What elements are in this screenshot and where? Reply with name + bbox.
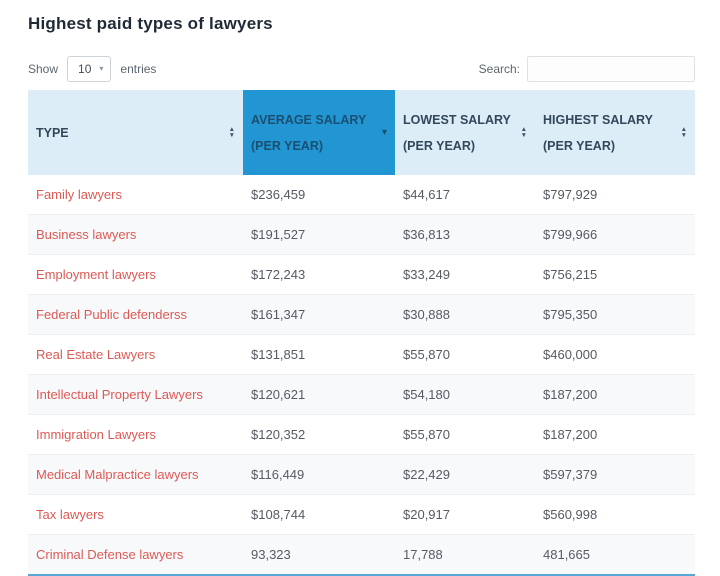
chevron-down-icon: ▾ bbox=[99, 64, 104, 73]
salary-cell: $799,966 bbox=[543, 227, 598, 242]
sort-both-icon: ▲ ▼ bbox=[680, 126, 687, 139]
salary-cell: $460,000 bbox=[543, 347, 598, 362]
search-input[interactable] bbox=[527, 56, 695, 82]
salary-cell: $187,200 bbox=[543, 427, 598, 442]
salary-cell: $120,621 bbox=[251, 387, 306, 402]
column-header-lowest-salary[interactable]: LOWEST SALARY (PER YEAR) ▲ ▼ bbox=[395, 90, 535, 175]
salary-cell: 481,665 bbox=[543, 547, 590, 562]
salary-cell: $597,379 bbox=[543, 467, 598, 482]
table-row: Medical Malpractice lawyers $116,449 $22,4… bbox=[28, 455, 695, 495]
salary-cell: $55,870 bbox=[403, 427, 450, 442]
salary-cell: 17,788 bbox=[403, 547, 443, 562]
lawyers-table: TYPE ▲ ▼ AVERAGE SALARY (PER YEAR) ▾ LOWEST S… bbox=[28, 90, 695, 576]
type-cell: Medical Malpractice lawyers bbox=[36, 467, 199, 482]
type-cell: Tax lawyers bbox=[36, 507, 104, 522]
salary-cell: 93,323 bbox=[251, 547, 291, 562]
salary-cell: $120,352 bbox=[251, 427, 306, 442]
salary-cell: $161,347 bbox=[251, 307, 306, 322]
salary-cell: $560,998 bbox=[543, 507, 598, 522]
salary-cell: $22,429 bbox=[403, 467, 450, 482]
type-cell: Immigration Lawyers bbox=[36, 427, 156, 442]
entries-select[interactable]: 10 ▾ bbox=[67, 56, 112, 82]
entries-label: entries bbox=[120, 62, 157, 76]
salary-cell: $116,449 bbox=[251, 467, 305, 482]
type-cell: Family lawyers bbox=[36, 187, 122, 202]
salary-cell: $20,917 bbox=[403, 507, 450, 522]
entries-select-value: 10 bbox=[78, 62, 92, 76]
salary-cell: $172,243 bbox=[251, 267, 306, 282]
salary-cell: $131,851 bbox=[251, 347, 306, 362]
search-label: Search: bbox=[478, 62, 520, 76]
sort-both-icon: ▲ ▼ bbox=[228, 126, 235, 139]
salary-cell: $55,870 bbox=[403, 347, 450, 362]
salary-cell: $187,200 bbox=[543, 387, 598, 402]
type-cell: Federal Public defenderss bbox=[36, 307, 188, 322]
table-row: Family lawyers $236,459 $44,617 $797,929 bbox=[28, 175, 695, 215]
column-label: TYPE bbox=[36, 125, 69, 140]
table-body: Family lawyers $236,459 $44,617 $797,929 Bus… bbox=[28, 175, 695, 574]
type-cell: Criminal Defense lawyers bbox=[36, 547, 184, 562]
salary-cell: $108,744 bbox=[251, 507, 306, 522]
salary-cell: $33,249 bbox=[403, 267, 450, 282]
salary-cell: $795,350 bbox=[543, 307, 598, 322]
sort-both-icon: ▲ ▼ bbox=[520, 126, 527, 139]
type-cell: Business lawyers bbox=[36, 227, 137, 242]
table-header: TYPE ▲ ▼ AVERAGE SALARY (PER YEAR) ▾ LOWEST S… bbox=[28, 90, 695, 175]
table-row: Criminal Defense lawyers 93,323 17,788 481,… bbox=[28, 535, 695, 574]
table-row: Federal Public defenderss $161,347 $30,888… bbox=[28, 295, 695, 335]
table-row: Tax lawyers $108,744 $20,917 $560,998 bbox=[28, 495, 695, 535]
search-control: Search: bbox=[479, 56, 695, 82]
salary-cell: $191,527 bbox=[251, 227, 306, 242]
table-row: Real Estate Lawyers $131,851 $55,870 $460,0… bbox=[28, 335, 695, 375]
page-title: Highest paid types of lawyers bbox=[28, 14, 273, 33]
table-row: Employment lawyers $172,243 $33,249 $756,21… bbox=[28, 255, 695, 295]
type-cell: Employment lawyers bbox=[36, 267, 156, 282]
table-row: Intellectual Property Lawyers $120,621 $54… bbox=[28, 375, 695, 415]
column-label: AVERAGE SALARY (PER YEAR) bbox=[251, 112, 367, 153]
salary-cell: $236,459 bbox=[251, 187, 306, 202]
salary-cell: $756,215 bbox=[543, 267, 598, 282]
table-row: Business lawyers $191,527 $36,813 $799,966 bbox=[28, 215, 695, 255]
salary-cell: $30,888 bbox=[403, 307, 450, 322]
salary-cell: $54,180 bbox=[403, 387, 450, 402]
salary-cell: $44,617 bbox=[403, 187, 450, 202]
length-control: Show 10 ▾ entries bbox=[28, 56, 156, 82]
table-row: Immigration Lawyers $120,352 $55,870 $187,2… bbox=[28, 415, 695, 455]
salary-cell: $36,813 bbox=[403, 227, 450, 242]
column-label: HIGHEST SALARY (PER YEAR) bbox=[543, 112, 653, 153]
table-controls: Show 10 ▾ entries Search: bbox=[28, 54, 695, 84]
salary-cell: $797,929 bbox=[543, 187, 598, 202]
show-label: Show bbox=[28, 62, 59, 76]
column-header-type[interactable]: TYPE ▲ ▼ bbox=[28, 90, 243, 175]
column-label: LOWEST SALARY (PER YEAR) bbox=[403, 112, 511, 153]
sort-desc-icon: ▾ bbox=[381, 126, 387, 138]
column-header-average-salary[interactable]: AVERAGE SALARY (PER YEAR) ▾ bbox=[243, 90, 395, 175]
type-cell: Intellectual Property Lawyers bbox=[36, 387, 203, 402]
column-header-highest-salary[interactable]: HIGHEST SALARY (PER YEAR) ▲ ▼ bbox=[535, 90, 695, 175]
type-cell: Real Estate Lawyers bbox=[36, 347, 156, 362]
